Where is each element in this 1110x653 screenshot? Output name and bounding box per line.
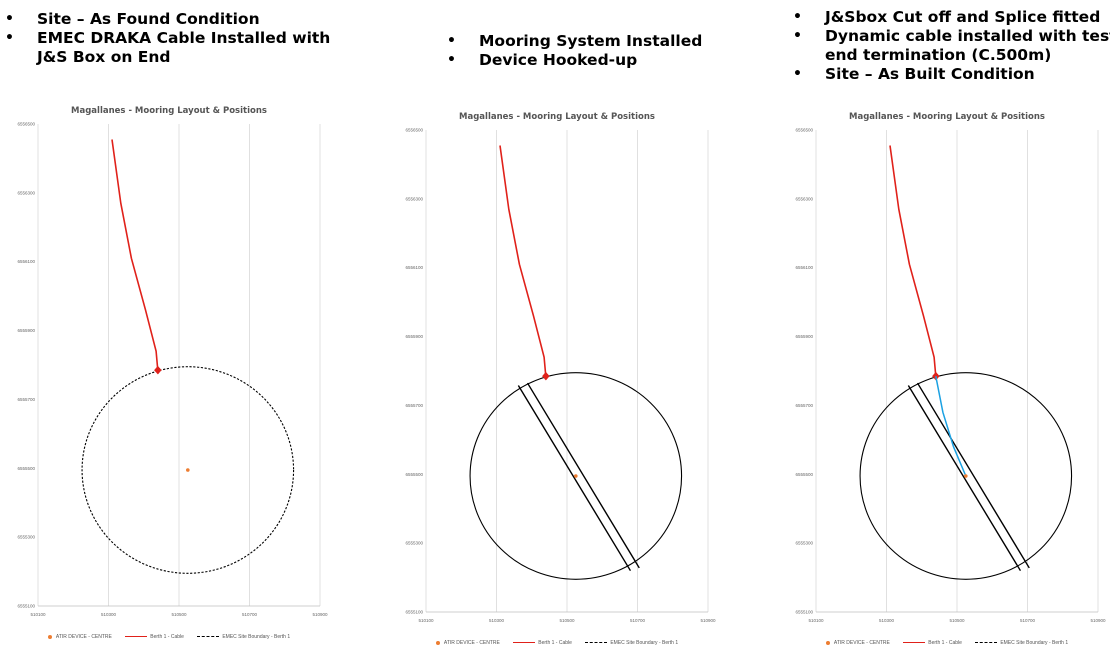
legend-item-cable: Berth 1 - Cable <box>903 640 962 646</box>
y-tick-label: 6555500 <box>405 472 423 477</box>
legend-item-cable: Berth 1 - Cable <box>513 640 572 646</box>
y-tick-label: 6556500 <box>17 122 35 127</box>
y-tick-label: 6555500 <box>795 472 813 477</box>
y-tick-label: 6555700 <box>17 397 35 402</box>
y-tick-label: 6555900 <box>795 334 813 339</box>
legend-swatch-line <box>903 642 926 644</box>
y-tick-label: 6555300 <box>17 535 35 540</box>
legend-item-centre: ATIR DEVICE - CENTRE <box>47 634 112 640</box>
legend-item-boundary: EMEC Site Boundary - Berth 1 <box>197 634 290 640</box>
x-tick-label: 510700 <box>242 612 258 617</box>
legend-swatch-dashed <box>975 642 998 644</box>
x-tick-label: 510900 <box>312 612 328 617</box>
bullet-item: Mooring System Installed <box>446 32 702 51</box>
x-tick-label: 510100 <box>30 612 46 617</box>
chart-legend: ATIR DEVICE - CENTRE Berth 1 - Cable EME… <box>8 634 330 640</box>
chart-panel-2: Magallanes - Mooring Layout & Positions … <box>396 110 718 650</box>
dynamic-cable-line <box>935 376 967 477</box>
mooring-line <box>526 382 640 569</box>
y-tick-label: 6556500 <box>405 128 423 133</box>
y-tick-label: 6555100 <box>795 610 813 615</box>
bullet-item-continuation: J&S Box on End <box>37 48 171 66</box>
device-centre-point <box>574 474 578 478</box>
y-tick-label: 6555700 <box>405 403 423 408</box>
device-centre-point <box>186 468 190 472</box>
chart-title: Magallanes - Mooring Layout & Positions <box>71 106 267 116</box>
berth1-cable-line <box>499 145 547 377</box>
cable-end-marker <box>154 365 162 375</box>
legend-item-boundary: EMEC Site Boundary - Berth 1 <box>975 640 1068 646</box>
x-tick-label: 510900 <box>1090 618 1106 623</box>
x-tick-label: 510500 <box>171 612 187 617</box>
berth1-cable-line <box>889 145 937 377</box>
y-tick-label: 6556500 <box>795 128 813 133</box>
legend-swatch-dashed <box>197 636 220 638</box>
legend-item-boundary: EMEC Site Boundary - Berth 1 <box>585 640 678 646</box>
bullets-middle: Mooring System Installed Device Hooked-u… <box>446 32 702 70</box>
mooring-chart-2: 510100 510300 510500 510700 510900 6556500 655… <box>405 128 716 624</box>
mooring-line <box>907 385 1022 572</box>
chart-legend: ATIR DEVICE - CENTRE Berth 1 - Cable EME… <box>396 640 718 646</box>
legend-swatch-dot <box>825 640 830 645</box>
chart-legend: ATIR DEVICE - CENTRE Berth 1 - Cable EME… <box>786 640 1108 646</box>
x-tick-label: 510100 <box>808 618 824 623</box>
y-tick-label: 6555300 <box>795 541 813 546</box>
bullet-item-continuation: end termination (C.500m) <box>825 46 1052 64</box>
x-tick-label: 510700 <box>1020 618 1036 623</box>
bullets-right: J&Sbox Cut off and Splice fitted Dynamic… <box>792 8 1110 84</box>
site-boundary-circle <box>859 372 1073 580</box>
x-tick-label: 510700 <box>630 618 646 623</box>
chart-panel-1: Magallanes - Mooring Layout & Positions … <box>8 104 330 649</box>
legend-swatch-line <box>513 642 536 644</box>
legend-swatch-line <box>125 636 148 638</box>
legend-swatch-dashed <box>585 642 608 644</box>
cable-end-marker <box>542 371 550 381</box>
y-tick-label: 6555900 <box>17 328 35 333</box>
y-tick-label: 6556100 <box>795 265 813 270</box>
bullet-item: Device Hooked-up <box>446 51 702 70</box>
bullet-item: Site – As Built Condition <box>792 65 1110 84</box>
bullets-left: Site – As Found Condition EMEC DRAKA Cab… <box>4 10 330 67</box>
legend-swatch-dot <box>47 634 52 639</box>
legend-swatch-dot <box>435 640 440 645</box>
y-tick-label: 6555900 <box>405 334 423 339</box>
y-tick-label: 6555500 <box>17 466 35 471</box>
y-tick-label: 6556300 <box>795 196 813 201</box>
x-tick-label: 510500 <box>949 618 965 623</box>
device-centre-point <box>964 474 968 478</box>
berth1-cable-line <box>111 139 159 371</box>
bullet-item: Dynamic cable installed with test <box>792 27 1110 46</box>
mooring-chart-3: 510100 510300 510500 510700 510900 6556500 655… <box>795 128 1106 624</box>
y-tick-label: 6556100 <box>405 265 423 270</box>
x-tick-label: 510300 <box>879 618 895 623</box>
bullet-item: EMEC DRAKA Cable Installed with <box>4 29 330 48</box>
y-tick-label: 6555100 <box>405 610 423 615</box>
x-tick-label: 510900 <box>700 618 716 623</box>
legend-item-cable: Berth 1 - Cable <box>125 634 184 640</box>
mooring-line <box>517 385 632 572</box>
site-boundary-circle <box>469 372 683 580</box>
y-tick-label: 6555100 <box>17 604 35 609</box>
y-tick-label: 6556100 <box>17 259 35 264</box>
chart-title: Magallanes - Mooring Layout & Positions <box>849 112 1045 122</box>
x-tick-label: 510100 <box>418 618 434 623</box>
mooring-chart-1: 510100 510300 510500 510700 510900 6556500 655… <box>17 122 328 618</box>
chart-title: Magallanes - Mooring Layout & Positions <box>459 112 655 122</box>
legend-item-centre: ATIR DEVICE - CENTRE <box>435 640 500 646</box>
x-tick-label: 510300 <box>101 612 117 617</box>
y-tick-label: 6556300 <box>405 196 423 201</box>
bullet-item: Site – As Found Condition <box>4 10 330 29</box>
y-tick-label: 6556300 <box>17 190 35 195</box>
bullet-item: J&Sbox Cut off and Splice fitted <box>792 8 1110 27</box>
legend-item-centre: ATIR DEVICE - CENTRE <box>825 640 890 646</box>
mooring-line <box>916 382 1030 569</box>
y-tick-label: 6555700 <box>795 403 813 408</box>
y-tick-label: 6555300 <box>405 541 423 546</box>
chart-panel-3: Magallanes - Mooring Layout & Positions … <box>786 110 1108 650</box>
x-tick-label: 510500 <box>559 618 575 623</box>
site-boundary-circle <box>81 366 295 574</box>
x-tick-label: 510300 <box>489 618 505 623</box>
